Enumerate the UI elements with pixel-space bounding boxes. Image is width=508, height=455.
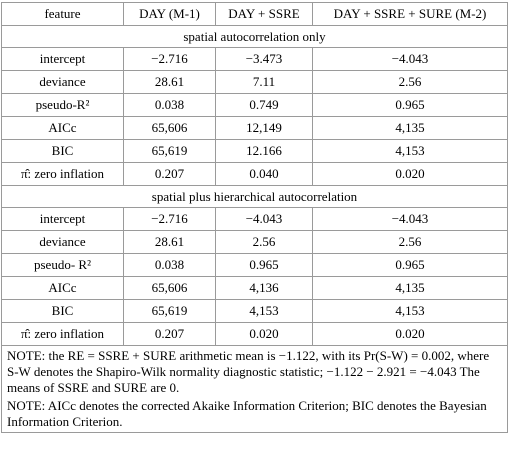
feature-cell: intercept [1,207,124,231]
section-header-row: spatial autocorrelation only [1,25,508,48]
m2-cell: 2.56 [312,230,508,254]
ssre-cell: 0.040 [215,162,313,186]
column-header-feature: feature [1,2,124,26]
ssre-cell: −3.473 [215,47,313,71]
note-statistics: NOTE: the RE = SSRE + SURE arithmetic me… [7,348,490,395]
section-title: spatial plus hierarchical autocorrelatio… [1,185,508,208]
m2-cell: 0.020 [312,162,508,186]
m2-cell: 0.965 [312,253,508,277]
m2-cell: 4,153 [312,299,508,323]
feature-cell: BIC [1,139,124,163]
table-row: AICc 65,606 4,136 4,135 [1,276,508,300]
table-row: BIC 65,619 4,153 4,153 [1,299,508,323]
feature-cell: π̂: zero inflation [1,162,124,186]
feature-cell: pseudo-R² [1,93,124,117]
section-title: spatial autocorrelation only [1,25,508,48]
header-row: feature DAY (M-1) DAY + SSRE DAY + SSRE … [1,2,508,26]
table-row: π̂: zero inflation 0.207 0.040 0.020 [1,162,508,186]
column-header-ssre: DAY + SSRE [215,2,313,26]
m1-cell: 0.038 [123,93,216,117]
section-header-row: spatial plus hierarchical autocorrelatio… [1,185,508,208]
feature-cell: AICc [1,276,124,300]
ssre-cell: 12.166 [215,139,313,163]
m1-cell: −2.716 [123,47,216,71]
m2-cell: −4.043 [312,207,508,231]
ssre-cell: 2.56 [215,230,313,254]
m1-cell: 65,606 [123,276,216,300]
table-row: deviance 28.61 7.11 2.56 [1,70,508,94]
table-row: deviance 28.61 2.56 2.56 [1,230,508,254]
table-row: pseudo- R² 0.038 0.965 0.965 [1,253,508,277]
m1-cell: 65,619 [123,299,216,323]
m1-cell: 0.207 [123,322,216,346]
m2-cell: 0.020 [312,322,508,346]
ssre-cell: 4,136 [215,276,313,300]
m2-cell: 2.56 [312,70,508,94]
feature-cell: deviance [1,70,124,94]
column-header-m1: DAY (M-1) [123,2,216,26]
feature-cell: π̂: zero inflation [1,322,124,346]
m2-cell: 4,153 [312,139,508,163]
m2-cell: −4.043 [312,47,508,71]
ssre-cell: 0.020 [215,322,313,346]
feature-cell: deviance [1,230,124,254]
table-row: intercept −2.716 −3.473 −4.043 [1,47,508,71]
note-abbreviations: NOTE: AICc denotes the corrected Akaike … [7,398,487,429]
m1-cell: 65,606 [123,116,216,140]
m1-cell: 65,619 [123,139,216,163]
table-row: pseudo-R² 0.038 0.749 0.965 [1,93,508,117]
ssre-cell: −4.043 [215,207,313,231]
feature-cell: AICc [1,116,124,140]
m1-cell: 0.207 [123,162,216,186]
ssre-cell: 12,149 [215,116,313,140]
ssre-cell: 7.11 [215,70,313,94]
feature-cell: pseudo- R² [1,253,124,277]
column-header-m2: DAY + SSRE + SURE (M-2) [312,2,508,26]
ssre-cell: 4,153 [215,299,313,323]
model-comparison-table: feature DAY (M-1) DAY + SSRE DAY + SSRE … [1,2,508,433]
table-row: intercept −2.716 −4.043 −4.043 [1,207,508,231]
m2-cell: 4,135 [312,276,508,300]
table-row: BIC 65,619 12.166 4,153 [1,139,508,163]
m1-cell: 28.61 [123,230,216,254]
feature-cell: BIC [1,299,124,323]
notes-row: NOTE: the RE = SSRE + SURE arithmetic me… [1,345,508,433]
m2-cell: 4,135 [312,116,508,140]
feature-cell: intercept [1,47,124,71]
m1-cell: 28.61 [123,70,216,94]
table-row: π̂: zero inflation 0.207 0.020 0.020 [1,322,508,346]
table-row: AICc 65,606 12,149 4,135 [1,116,508,140]
ssre-cell: 0.965 [215,253,313,277]
table-notes: NOTE: the RE = SSRE + SURE arithmetic me… [1,345,508,433]
m1-cell: 0.038 [123,253,216,277]
m1-cell: −2.716 [123,207,216,231]
m2-cell: 0.965 [312,93,508,117]
ssre-cell: 0.749 [215,93,313,117]
